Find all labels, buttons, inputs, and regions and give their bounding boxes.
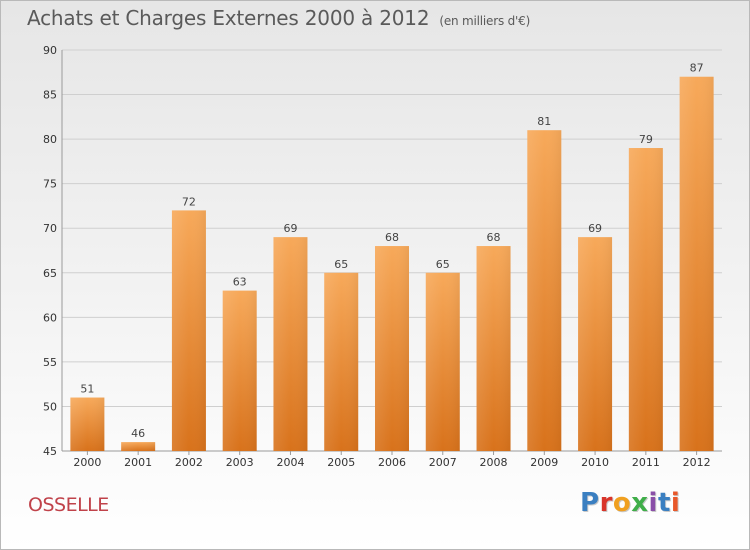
bar-highlight bbox=[375, 246, 409, 451]
chart-title: Achats et Charges Externes 2000 à 2012 (e… bbox=[27, 6, 530, 30]
y-tick-label: 65 bbox=[43, 267, 57, 280]
x-tick-label: 2004 bbox=[276, 456, 304, 469]
data-label: 63 bbox=[233, 276, 247, 289]
data-label: 81 bbox=[537, 115, 551, 128]
x-tick-label: 2007 bbox=[429, 456, 457, 469]
bar-highlight bbox=[324, 272, 359, 451]
bar-highlight bbox=[425, 272, 460, 451]
data-label: 68 bbox=[385, 231, 399, 244]
title-text: Achats et Charges Externes 2000 à 2012 bbox=[27, 6, 430, 30]
data-label: 68 bbox=[487, 231, 501, 244]
bar-highlight bbox=[476, 246, 511, 451]
x-tick-label: 2002 bbox=[175, 456, 203, 469]
x-tick-labels: 2000 2001 2002 2003 2004 2005 2006 2007 2008 2009… bbox=[73, 451, 711, 469]
logo-letter: r bbox=[599, 488, 613, 518]
bar-highlight bbox=[628, 148, 663, 451]
data-label: 51 bbox=[80, 383, 94, 396]
y-tick-label: 85 bbox=[43, 89, 57, 102]
logo-letter: o bbox=[612, 488, 632, 518]
data-label: 69 bbox=[283, 222, 297, 235]
y-tick-label: 50 bbox=[43, 400, 57, 413]
data-label: 65 bbox=[334, 258, 348, 271]
bar-highlight bbox=[121, 442, 156, 451]
bar-highlight bbox=[222, 290, 257, 451]
bars bbox=[70, 76, 714, 451]
y-tick-label: 80 bbox=[43, 133, 57, 146]
x-tick-label: 2012 bbox=[683, 456, 711, 469]
data-label: 72 bbox=[182, 195, 196, 208]
data-label: 46 bbox=[131, 427, 145, 440]
proxiti-logo: Proxiti bbox=[580, 488, 680, 518]
y-tick-label: 70 bbox=[43, 222, 57, 235]
bar-highlight bbox=[679, 76, 714, 451]
y-tick-label: 45 bbox=[43, 445, 57, 458]
x-tick-label: 2011 bbox=[632, 456, 660, 469]
logo-letter: i bbox=[648, 488, 658, 518]
x-tick-label: 2005 bbox=[327, 456, 355, 469]
x-tick-label: 2001 bbox=[124, 456, 152, 469]
data-labels: 51 46 72 63 69 65 68 65 68 81 69 79 87 bbox=[80, 62, 703, 440]
bar-highlight bbox=[171, 210, 206, 451]
y-tick-label: 55 bbox=[43, 356, 57, 369]
logo-letter: x bbox=[631, 488, 649, 518]
data-label: 79 bbox=[639, 133, 653, 146]
logo-letter: P bbox=[580, 488, 600, 518]
data-label: 69 bbox=[588, 222, 602, 235]
bar-highlight bbox=[578, 237, 613, 451]
y-tick-labels: 45 50 55 60 65 70 75 80 85 90 bbox=[43, 44, 57, 458]
x-tick-label: 2009 bbox=[530, 456, 558, 469]
x-tick-label: 2008 bbox=[480, 456, 508, 469]
y-tick-label: 60 bbox=[43, 311, 57, 324]
bar-highlight bbox=[273, 237, 308, 451]
bar-highlight bbox=[70, 397, 105, 451]
x-tick-label: 2006 bbox=[378, 456, 406, 469]
y-tick-label: 75 bbox=[43, 178, 57, 191]
data-label: 65 bbox=[436, 258, 450, 271]
chart-subtitle: (en milliers d'€) bbox=[439, 14, 531, 28]
data-label: 87 bbox=[690, 62, 704, 75]
logo-letter: t bbox=[657, 488, 671, 518]
bar-highlight bbox=[527, 130, 562, 451]
location-name: OSSELLE bbox=[28, 494, 109, 516]
x-tick-label: 2010 bbox=[581, 456, 609, 469]
logo-letter: i bbox=[670, 488, 681, 518]
x-tick-label: 2003 bbox=[226, 456, 254, 469]
x-tick-label: 2000 bbox=[73, 456, 101, 469]
y-tick-label: 90 bbox=[43, 44, 57, 57]
